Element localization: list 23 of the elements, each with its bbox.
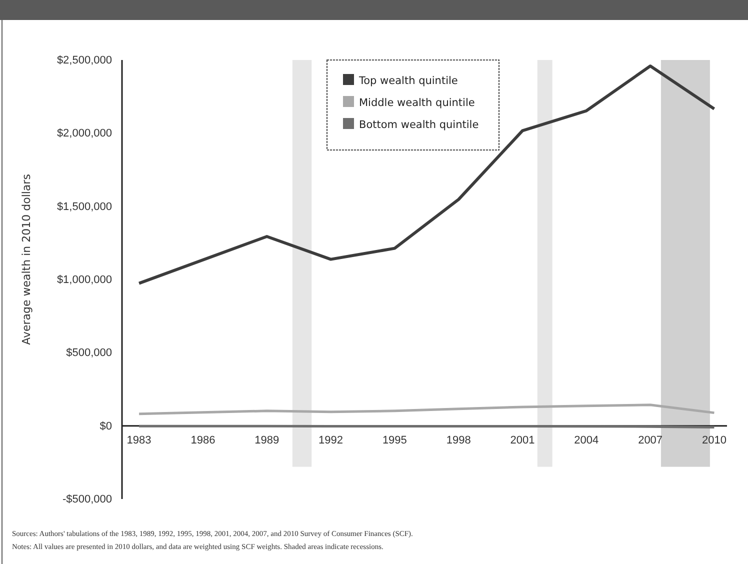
line-series bbox=[138, 64, 716, 285]
y-tick-label: $1,000,000 bbox=[56, 274, 112, 286]
x-tick-label: 2010 bbox=[702, 434, 726, 447]
legend-label: Middle wealth quintile bbox=[359, 97, 475, 109]
y-axis-title: Average wealth in 2010 dollars bbox=[20, 174, 33, 345]
x-tick-label: 1998 bbox=[446, 434, 471, 447]
y-tick-label: $2,500,000 bbox=[56, 54, 112, 67]
y-tick-label: $2,000,000 bbox=[56, 128, 112, 140]
y-tick-label: $1,500,000 bbox=[56, 200, 112, 213]
x-tick-label: 1983 bbox=[126, 434, 152, 447]
x-tick-label: 1995 bbox=[382, 434, 407, 447]
y-tick-label: -$500,000 bbox=[62, 494, 112, 506]
x-tick-label: 2007 bbox=[638, 434, 663, 447]
x-tick-label: 1989 bbox=[254, 434, 280, 447]
line-series bbox=[138, 404, 716, 416]
y-tick-label: $0 bbox=[100, 420, 112, 432]
x-tick-label: 1992 bbox=[318, 434, 344, 447]
legend-label: Top wealth quintile bbox=[358, 75, 458, 87]
y-tick-label: $500,000 bbox=[66, 347, 112, 360]
x-tick-label: 1986 bbox=[190, 434, 216, 447]
legend-label: Bottom wealth quintile bbox=[359, 119, 479, 131]
x-tick-label: 2004 bbox=[574, 434, 599, 447]
x-tick-label: 2001 bbox=[510, 434, 535, 447]
